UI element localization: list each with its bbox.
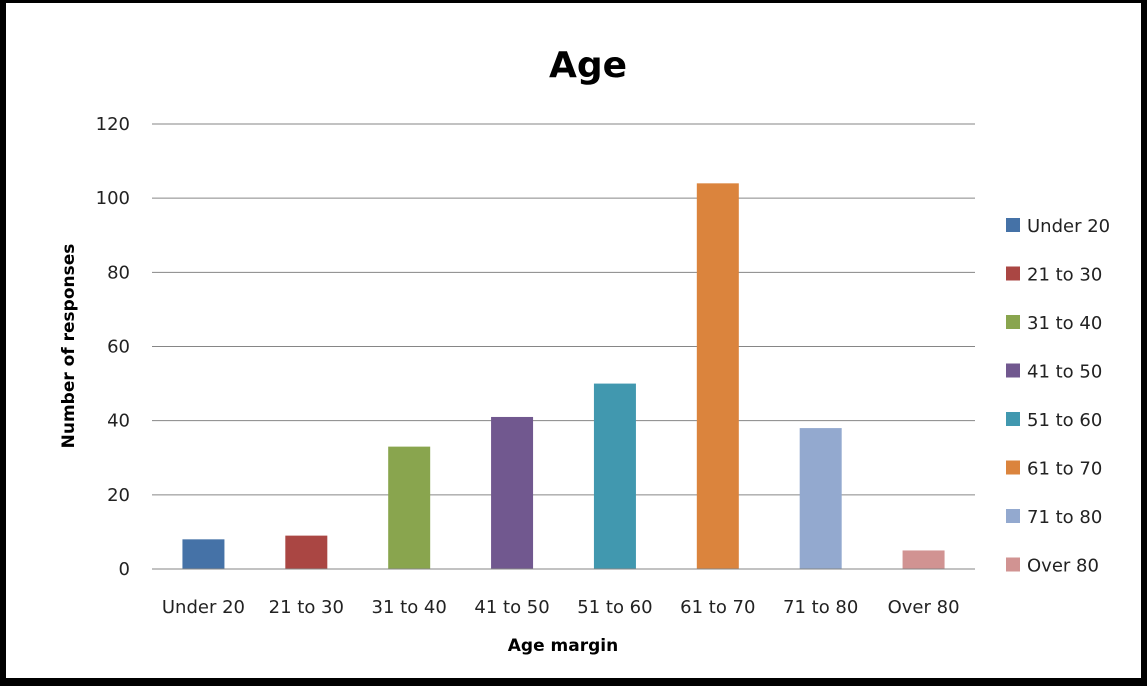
- legend-item-label: 21 to 30: [1027, 265, 1102, 286]
- x-tick-label: 51 to 60: [577, 597, 652, 618]
- y-tick-label: 20: [107, 485, 130, 506]
- x-tick-label: 41 to 50: [474, 597, 549, 618]
- bar: [902, 550, 945, 569]
- y-tick-label: 80: [107, 262, 130, 283]
- bar: [593, 383, 636, 569]
- chart-title: Age: [549, 45, 627, 86]
- legend-item-label: Under 20: [1027, 216, 1110, 237]
- bar: [696, 183, 739, 570]
- x-tick-label: Under 20: [162, 597, 245, 618]
- legend-swatch: [1006, 218, 1020, 232]
- legend: Under 20 21 to 30 31 to 40 41 to 50 51 to 60…: [1006, 216, 1110, 577]
- legend-item-label: 41 to 50: [1027, 362, 1102, 383]
- x-tick-label: 31 to 40: [372, 597, 447, 618]
- bar: [285, 535, 328, 569]
- x-tick-label: 71 to 80: [783, 597, 858, 618]
- legend-item-label: 71 to 80: [1027, 507, 1102, 528]
- x-tick-label: 61 to 70: [680, 597, 755, 618]
- gridlines: [152, 123, 975, 496]
- legend-swatch: [1006, 460, 1020, 475]
- legend-swatch: [1006, 557, 1020, 572]
- bar: [799, 428, 842, 569]
- x-axis-label: Age margin: [508, 636, 618, 656]
- bar: [388, 446, 431, 569]
- x-tick-label: Over 80: [888, 597, 960, 618]
- legend-swatch: [1006, 315, 1020, 329]
- legend-item-label: 31 to 40: [1027, 313, 1102, 334]
- y-tick-label: 60: [107, 337, 130, 358]
- legend-swatch: [1006, 412, 1020, 426]
- bar-chart: Age 0 20 40 60 80 100 120 Under 20 21 to 30 31 t…: [59, 45, 1110, 656]
- legend-item-label: 51 to 60: [1027, 410, 1102, 431]
- y-tick-label: 40: [107, 411, 130, 432]
- y-axis-label: Number of responses: [59, 244, 79, 449]
- x-axis-ticks: Under 20 21 to 30 31 to 40 41 to 50 51 to 60…: [162, 597, 960, 618]
- legend-swatch: [1006, 266, 1020, 281]
- y-tick-label: 0: [119, 559, 130, 580]
- y-tick-label: 100: [96, 188, 130, 209]
- bar: [182, 539, 225, 569]
- legend-swatch: [1006, 509, 1020, 523]
- y-tick-label: 120: [96, 114, 130, 135]
- bars: [182, 183, 945, 570]
- x-tick-label: 21 to 30: [269, 597, 344, 618]
- legend-swatch: [1006, 363, 1020, 378]
- legend-item-label: Over 80: [1027, 556, 1099, 577]
- bar: [491, 416, 534, 569]
- y-axis-ticks: 0 20 40 60 80 100 120: [96, 114, 130, 580]
- legend-item-label: 61 to 70: [1027, 459, 1102, 480]
